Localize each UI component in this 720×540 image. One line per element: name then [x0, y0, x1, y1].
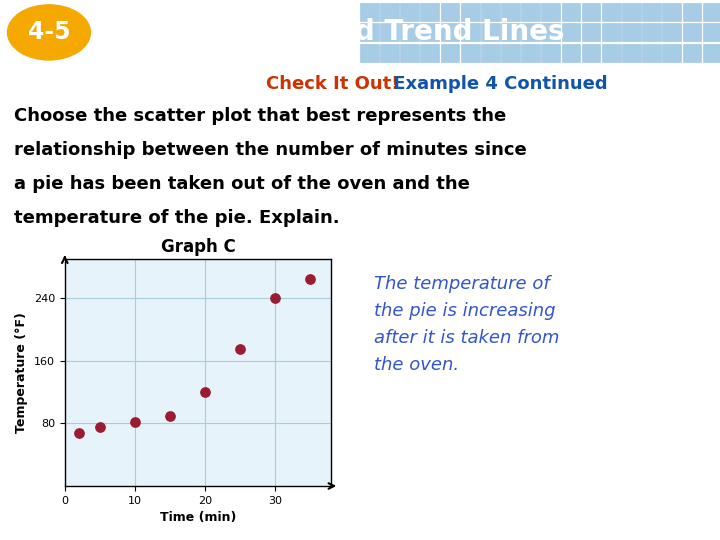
Text: 4-5: 4-5	[27, 21, 71, 44]
Bar	[481, 23, 500, 42]
Bar	[622, 3, 641, 21]
Bar	[662, 3, 681, 21]
Text: a pie has been taken out of the oven and the: a pie has been taken out of the oven and…	[14, 175, 470, 193]
Bar	[541, 44, 560, 62]
Bar	[541, 23, 560, 42]
Bar	[420, 23, 439, 42]
Bar	[703, 23, 720, 42]
Bar	[461, 3, 480, 21]
Bar	[562, 44, 580, 62]
Bar	[380, 23, 399, 42]
Bar	[582, 23, 600, 42]
Bar	[683, 23, 701, 42]
Text: Check It Out!: Check It Out!	[266, 75, 400, 93]
Bar	[380, 44, 399, 62]
Bar	[420, 44, 439, 62]
Bar	[400, 44, 419, 62]
Bar	[521, 3, 540, 21]
Text: Scatter Plots and Trend Lines: Scatter Plots and Trend Lines	[104, 18, 565, 46]
Bar	[703, 44, 720, 62]
Bar	[501, 23, 520, 42]
Bar	[642, 3, 661, 21]
Title: Graph C: Graph C	[161, 238, 235, 256]
Bar	[380, 3, 399, 21]
Bar	[360, 3, 379, 21]
Point	[305, 274, 316, 283]
Bar	[642, 23, 661, 42]
Bar	[501, 44, 520, 62]
Bar	[683, 44, 701, 62]
Text: temperature of the pie. Explain.: temperature of the pie. Explain.	[14, 209, 340, 227]
Point	[164, 411, 176, 420]
Point	[199, 388, 211, 396]
Bar	[501, 3, 520, 21]
Text: Example 4 Continued: Example 4 Continued	[387, 75, 607, 93]
Bar	[703, 3, 720, 21]
Bar	[642, 44, 661, 62]
Bar	[541, 3, 560, 21]
Bar	[400, 3, 419, 21]
Point	[73, 429, 84, 437]
Point	[234, 345, 246, 354]
Bar	[582, 44, 600, 62]
Bar	[562, 23, 580, 42]
Bar	[602, 23, 621, 42]
Bar	[441, 44, 459, 62]
Bar	[481, 3, 500, 21]
Bar	[461, 44, 480, 62]
Y-axis label: Temperature (°F): Temperature (°F)	[15, 312, 28, 433]
Bar	[360, 44, 379, 62]
Bar	[481, 44, 500, 62]
Bar	[521, 23, 540, 42]
Point	[129, 417, 140, 426]
Bar	[562, 3, 580, 21]
Bar	[622, 23, 641, 42]
Text: The temperature of
the pie is increasing
after it is taken from
the oven.: The temperature of the pie is increasing…	[374, 275, 559, 374]
Point	[94, 423, 106, 431]
Bar	[662, 44, 681, 62]
Text: Choose the scatter plot that best represents the: Choose the scatter plot that best repres…	[14, 107, 507, 125]
Bar	[461, 23, 480, 42]
Text: relationship between the number of minutes since: relationship between the number of minut…	[14, 141, 527, 159]
Bar	[602, 3, 621, 21]
Bar	[441, 3, 459, 21]
Point	[269, 294, 281, 302]
Bar	[400, 23, 419, 42]
X-axis label: Time (min): Time (min)	[160, 511, 236, 524]
Text: Holt Algebra 1: Holt Algebra 1	[14, 516, 104, 530]
Bar	[662, 23, 681, 42]
Bar	[420, 3, 439, 21]
Bar	[360, 23, 379, 42]
Bar	[521, 44, 540, 62]
Text: Copyright © by Holt, Rinehart and Winston. All Rights Reserved.: Copyright © by Holt, Rinehart and Winsto…	[391, 518, 706, 528]
Bar	[683, 3, 701, 21]
Ellipse shape	[8, 5, 91, 60]
Bar	[602, 44, 621, 62]
Bar	[622, 44, 641, 62]
Bar	[441, 23, 459, 42]
Bar	[582, 3, 600, 21]
